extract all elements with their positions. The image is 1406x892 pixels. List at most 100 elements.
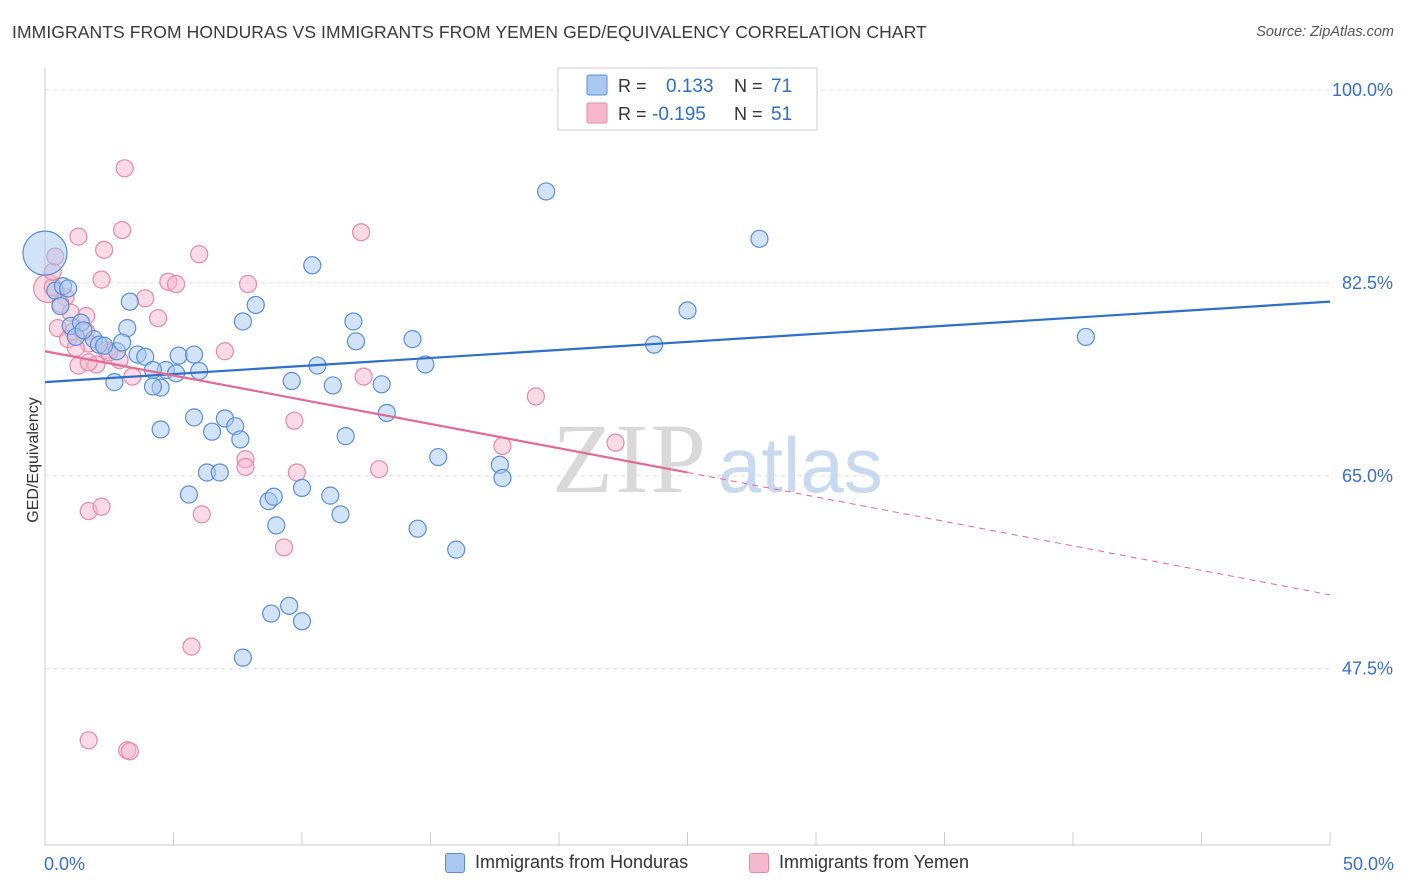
honduras-point — [678, 301, 697, 320]
honduras-point — [112, 333, 132, 352]
honduras-point — [377, 403, 396, 423]
stats-r-label-yemen: R = — [618, 104, 647, 124]
legend-label-honduras: Immigrants from Honduras — [475, 852, 689, 872]
legend-swatch-yemen — [749, 852, 769, 873]
trend-line-yemen — [44, 350, 688, 474]
yemen-point — [526, 387, 545, 406]
yemen-point — [190, 245, 209, 264]
yemen-point — [287, 463, 306, 482]
honduras-point — [59, 279, 78, 298]
honduras-point — [210, 463, 229, 482]
honduras-point — [231, 430, 250, 449]
honduras-point — [346, 332, 366, 351]
x-tick-label-max: 50.0% — [1343, 854, 1394, 874]
yemen-point — [354, 367, 373, 386]
honduras-point — [292, 478, 312, 498]
honduras-point — [179, 485, 199, 504]
honduras-point — [750, 229, 769, 248]
honduras-point — [372, 375, 391, 394]
y-tick-label: 47.5% — [1342, 659, 1393, 679]
honduras-point — [143, 377, 163, 396]
series-honduras-points — [22, 86, 1095, 667]
yemen-point — [215, 342, 234, 361]
stats-n-value-yemen: 51 — [771, 104, 792, 125]
honduras-point — [233, 312, 252, 331]
yemen-point — [493, 436, 512, 456]
stats-swatch-honduras — [586, 74, 608, 96]
y-tick-label: 65.0% — [1342, 466, 1393, 486]
legend-item-honduras[interactable]: Immigrants from Honduras — [445, 852, 688, 873]
honduras-point — [282, 371, 301, 391]
yemen-point — [148, 309, 168, 328]
yemen-point — [236, 457, 255, 477]
stats-r-value-honduras: 0.133 — [666, 76, 714, 97]
yemen-point — [69, 227, 88, 246]
honduras-point — [22, 230, 68, 276]
honduras-point — [280, 596, 299, 615]
y-tick-label: 100.0% — [1332, 80, 1393, 100]
honduras-point — [408, 519, 427, 538]
source-credit: Source: ZipAtlas.com — [1256, 24, 1394, 40]
yemen-point — [370, 460, 389, 479]
honduras-point — [323, 376, 342, 395]
legend-label-yemen: Immigrants from Yemen — [779, 852, 970, 872]
yemen-point — [79, 353, 98, 372]
stats-r-label-honduras: R = — [618, 76, 647, 96]
yemen-point — [238, 274, 258, 294]
trend-lines — [44, 300, 1331, 596]
honduras-point — [321, 486, 340, 505]
honduras-point — [262, 604, 281, 623]
series-legend: Immigrants from Honduras Immigrants from… — [0, 852, 1406, 878]
honduras-point — [403, 330, 422, 349]
honduras-point — [74, 321, 93, 340]
honduras-point — [246, 295, 265, 315]
honduras-point — [184, 408, 204, 427]
trend-line-honduras — [44, 300, 1331, 384]
stats-swatch-yemen — [586, 102, 608, 124]
yemen-point — [166, 274, 186, 294]
honduras-point — [267, 516, 286, 535]
honduras-point — [537, 182, 556, 201]
yemen-point — [92, 270, 111, 289]
y-axis-title: GED/Equivalency — [25, 397, 42, 522]
honduras-point — [51, 296, 70, 316]
honduras-point — [233, 648, 252, 667]
yemen-point — [79, 731, 98, 750]
honduras-point — [202, 422, 222, 441]
honduras-point — [429, 447, 448, 467]
y-tick-label: 82.5% — [1342, 273, 1393, 293]
yemen-point — [92, 497, 111, 516]
honduras-point — [120, 292, 139, 311]
yemen-point — [112, 220, 132, 240]
yemen-point — [352, 223, 371, 242]
stats-legend: R = 0.133 N = 71 R = -0.195 N = 51 — [557, 67, 818, 131]
x-tick-label-min: 0.0% — [44, 854, 85, 874]
honduras-point — [184, 345, 204, 364]
honduras-point — [95, 336, 114, 355]
stats-n-value-honduras: 71 — [771, 76, 792, 97]
honduras-point — [105, 373, 124, 392]
honduras-point — [493, 468, 512, 488]
legend-item-yemen[interactable]: Immigrants from Yemen — [749, 852, 969, 873]
yemen-point — [115, 159, 134, 178]
y-tick-labels: 47.5% 65.0% 82.5% 100.0% — [1332, 80, 1393, 679]
watermark-atlas: atlas — [718, 421, 883, 509]
honduras-point — [331, 505, 350, 524]
honduras-point — [151, 420, 170, 439]
yemen-point — [285, 411, 304, 430]
honduras-point — [336, 427, 355, 446]
gridlines — [45, 89, 1330, 670]
watermark: ZIP atlas — [552, 403, 883, 514]
x-ticks — [44, 832, 1331, 845]
honduras-point — [344, 312, 363, 331]
stats-r-value-yemen: -0.195 — [652, 104, 706, 125]
yemen-point — [182, 637, 201, 656]
stats-n-label-yemen: N = — [734, 104, 763, 124]
honduras-point — [264, 487, 283, 506]
yemen-point — [136, 289, 155, 308]
honduras-point — [292, 612, 312, 631]
chart-title: IMMIGRANTS FROM HONDURAS VS IMMIGRANTS F… — [12, 22, 927, 42]
watermark-zip: ZIP — [552, 403, 708, 514]
honduras-point — [447, 540, 466, 559]
